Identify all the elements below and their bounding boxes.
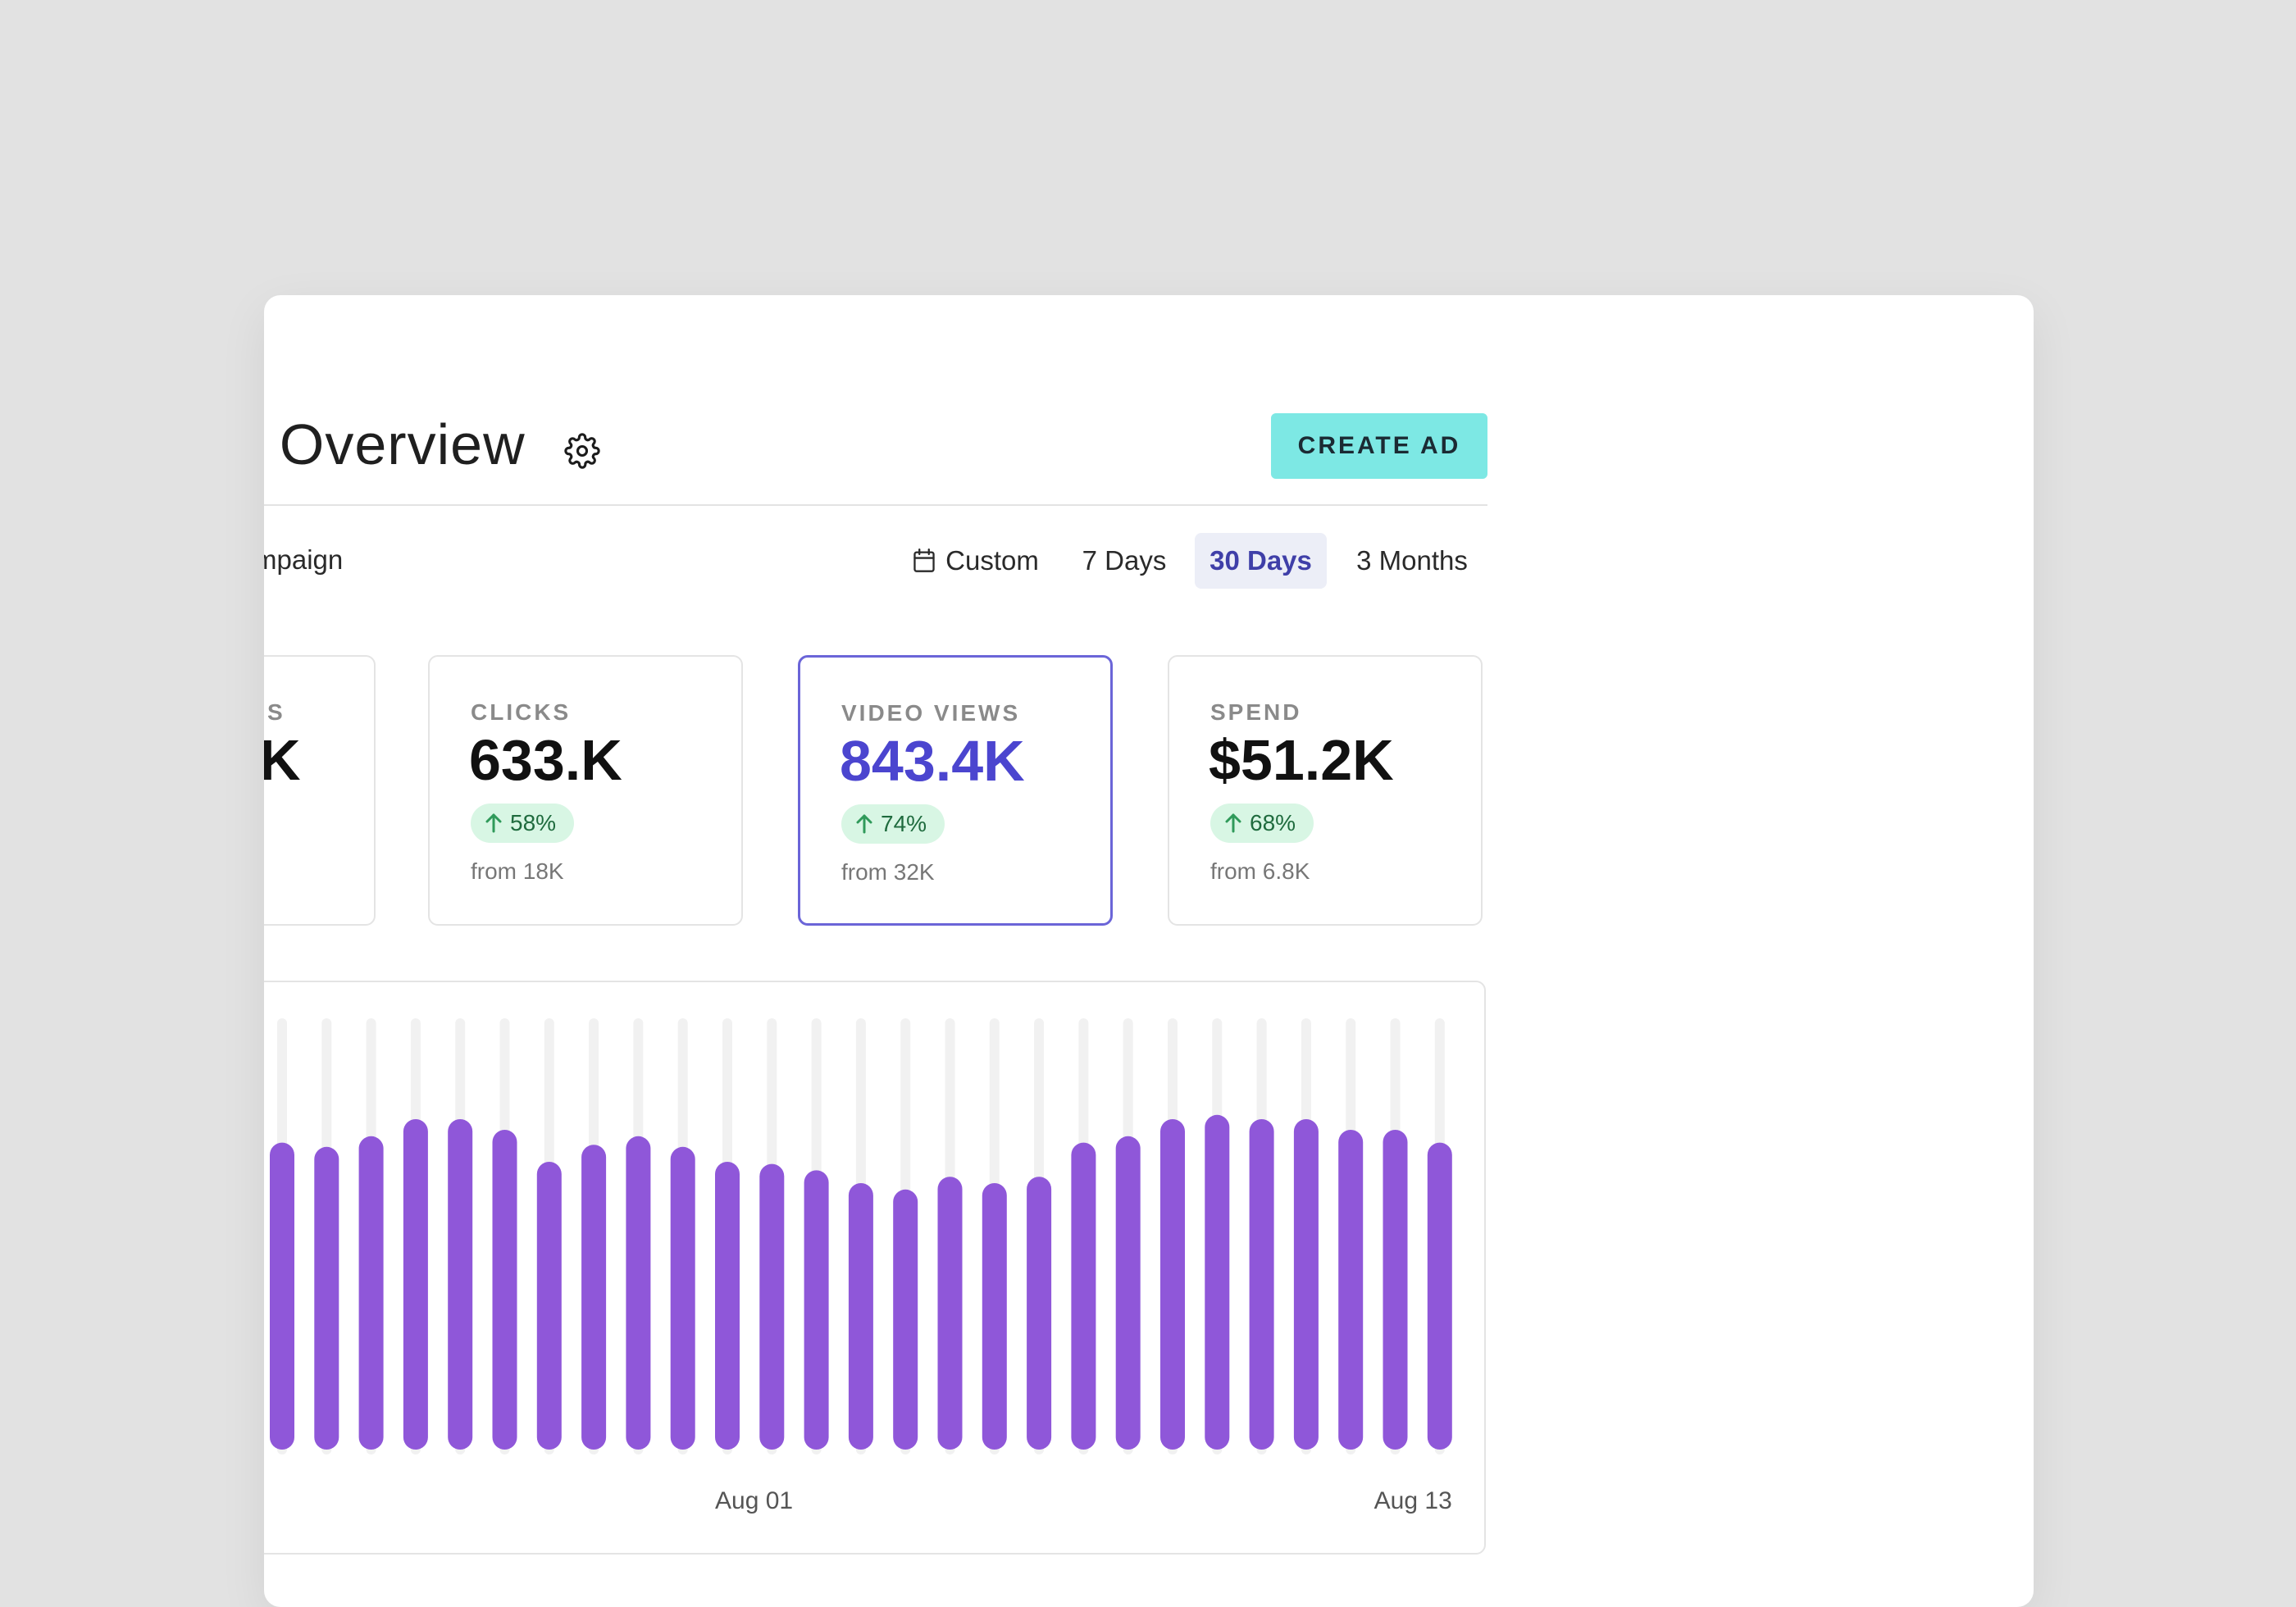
chart-bar[interactable] (1205, 1114, 1230, 1450)
chart-bar[interactable] (937, 1177, 963, 1450)
stat-value: K (264, 728, 301, 792)
chart-bar[interactable] (358, 1136, 384, 1450)
stat-card-clipped[interactable]: S K (264, 655, 376, 926)
chart-panel: Aug 01 Aug 13 (264, 981, 1486, 1555)
stat-value: 633.K (469, 728, 622, 792)
stat-label: S (267, 699, 285, 725)
dashboard-card: t Overview CREATE AD mpaign Custom 7 Day… (264, 295, 2034, 1607)
change-badge: 74% (841, 804, 945, 844)
stat-label: VIDEO VIEWS (841, 700, 1021, 726)
gear-icon[interactable] (564, 433, 600, 469)
chart-bar[interactable] (314, 1146, 339, 1450)
create-ad-button[interactable]: CREATE AD (1271, 413, 1487, 479)
stat-card-video-views[interactable]: VIDEO VIEWS 843.4K 74% from 32K (798, 655, 1113, 926)
chart-bar[interactable] (1071, 1142, 1096, 1450)
chart-bar[interactable] (670, 1146, 695, 1450)
campaign-selector[interactable]: mpaign (264, 544, 344, 575)
x-tick-label: Aug 01 (715, 1487, 793, 1514)
stat-from: from 18K (471, 858, 564, 884)
change-value: 58% (510, 810, 557, 835)
range-custom-label: Custom (945, 545, 1039, 576)
chart-bar[interactable] (1115, 1136, 1141, 1450)
chart-bar[interactable] (1293, 1119, 1319, 1450)
header-divider (264, 504, 1487, 506)
stat-label: CLICKS (471, 699, 572, 725)
range-30-days-button[interactable]: 30 Days (1195, 533, 1327, 589)
stat-from: from 6.8K (1210, 858, 1310, 884)
bar-chart: Aug 01 Aug 13 (270, 1018, 1452, 1514)
arrow-up-icon (856, 814, 872, 834)
range-7-days-button[interactable]: 7 Days (1082, 545, 1167, 576)
change-badge: 68% (1210, 804, 1314, 843)
chart-bar[interactable] (982, 1183, 1007, 1450)
stat-value: 843.4K (840, 729, 1025, 793)
chart-bar[interactable] (1338, 1130, 1364, 1450)
chart-bar[interactable] (804, 1170, 829, 1450)
arrow-up-icon (485, 813, 502, 833)
stat-label: SPEND (1210, 699, 1302, 725)
chart-bar[interactable] (492, 1130, 517, 1450)
chart-bar[interactable] (893, 1189, 918, 1450)
chart-bar[interactable] (715, 1162, 740, 1450)
chart-bar[interactable] (1160, 1119, 1185, 1450)
change-value: 74% (881, 811, 927, 836)
chart-bar[interactable] (1027, 1177, 1052, 1450)
x-tick-label: Aug 13 (1374, 1487, 1452, 1514)
chart-bar[interactable] (448, 1119, 473, 1450)
page-title: t Overview (264, 412, 526, 476)
chart-bar[interactable] (403, 1119, 428, 1450)
stat-value: $51.2K (1209, 728, 1394, 792)
chart-bar[interactable] (536, 1162, 562, 1450)
stat-card-clicks[interactable]: CLICKS 633.K 58% from 18K (428, 655, 743, 926)
stat-card-spend[interactable]: SPEND $51.2K 68% from 6.8K (1168, 655, 1483, 926)
change-value: 68% (1250, 810, 1296, 835)
range-3-months-button[interactable]: 3 Months (1356, 545, 1468, 576)
arrow-up-icon (1225, 813, 1241, 833)
chart-bar[interactable] (626, 1136, 651, 1450)
chart-bar[interactable] (1427, 1142, 1452, 1450)
chart-bar[interactable] (581, 1145, 607, 1450)
chart-bar[interactable] (759, 1163, 785, 1450)
chart-bar[interactable] (848, 1183, 873, 1450)
stat-from: from 32K (841, 859, 935, 885)
range-custom-button[interactable]: Custom (902, 533, 1050, 589)
chart-bar[interactable] (1249, 1119, 1274, 1450)
change-badge: 58% (471, 804, 575, 843)
chart-bar[interactable] (1383, 1130, 1408, 1450)
calendar-icon (913, 549, 935, 572)
chart-bar[interactable] (270, 1142, 294, 1450)
